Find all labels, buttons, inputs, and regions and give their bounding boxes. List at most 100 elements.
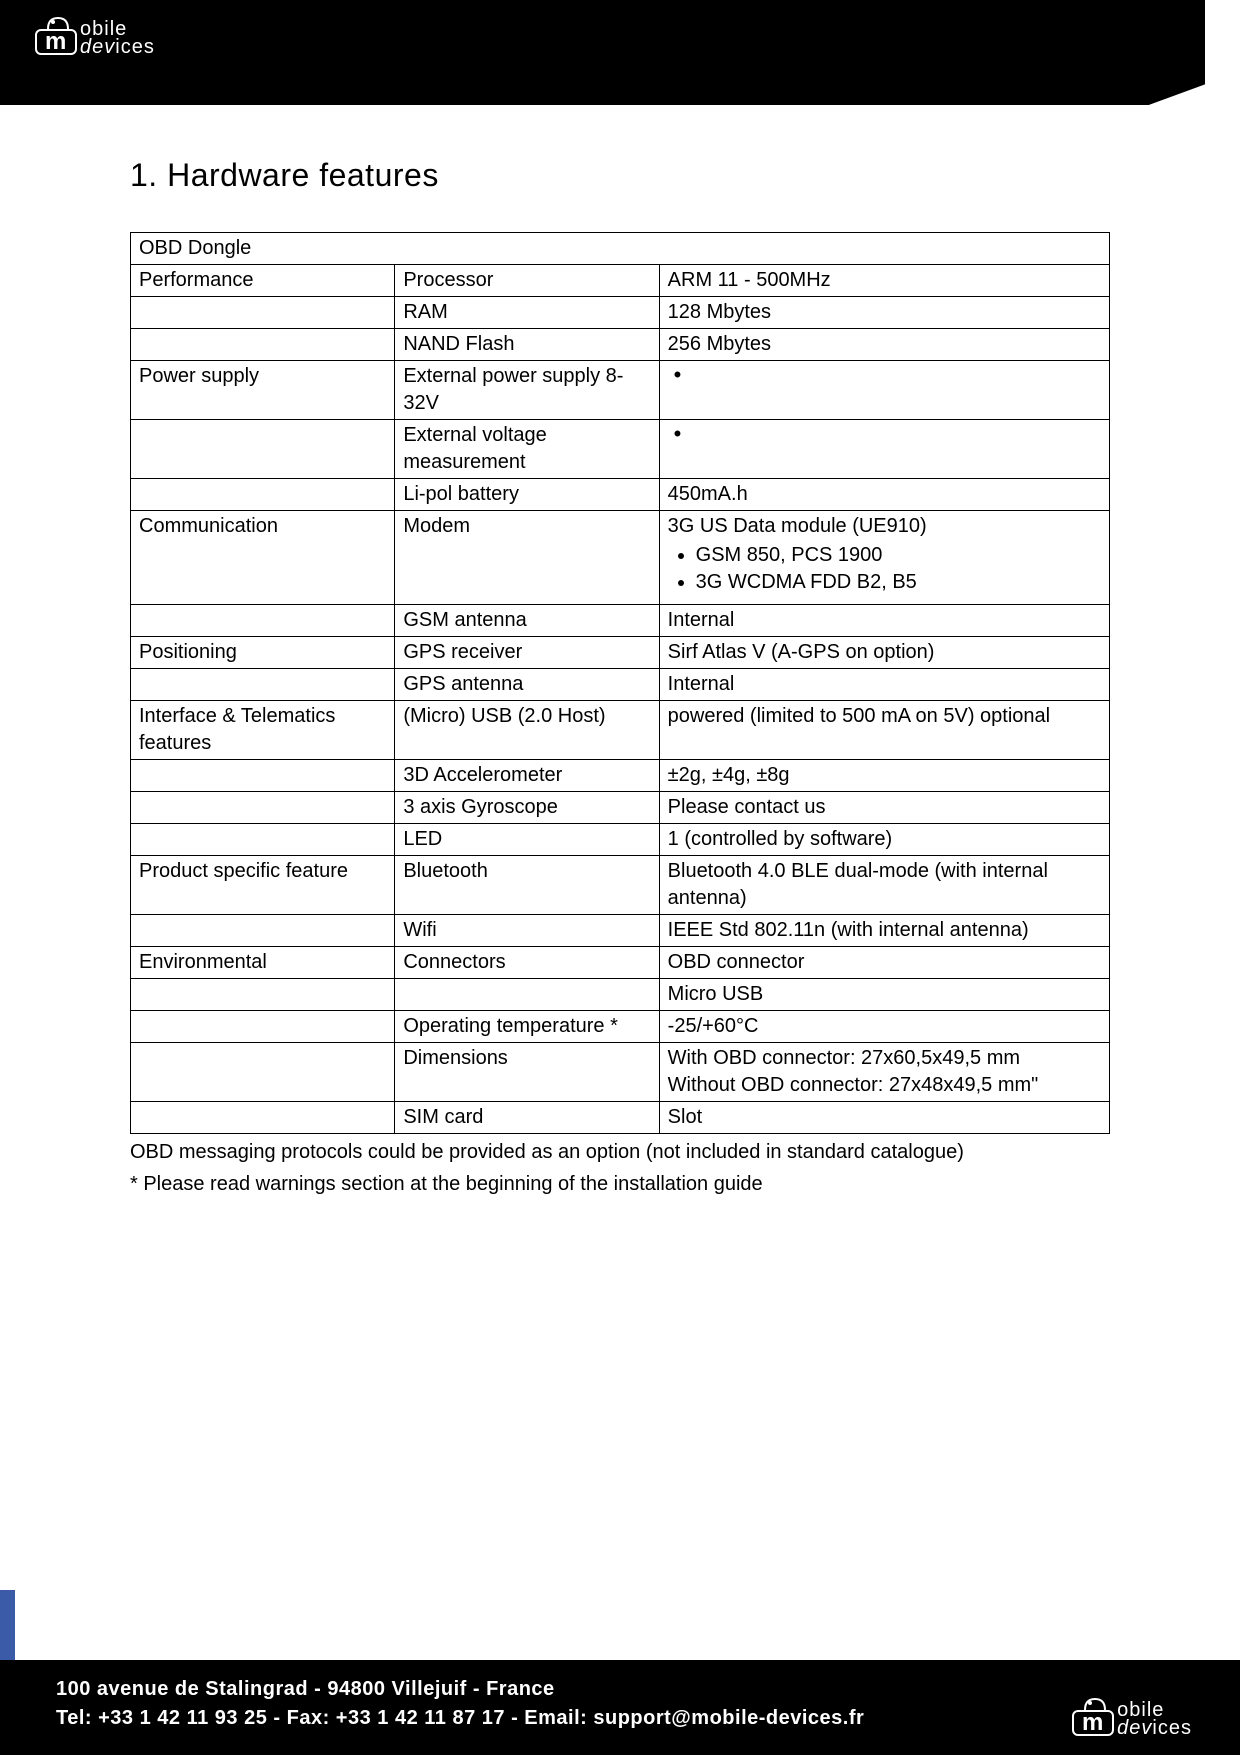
logo-text: obile devices [80, 20, 155, 56]
cell-category: Interface & Telematics features [131, 701, 395, 760]
cell-spec: Wifi [395, 915, 659, 947]
cell-category [131, 979, 395, 1011]
cell-value: • [659, 420, 1109, 479]
table-row: DimensionsWith OBD connector: 27x60,5x49… [131, 1043, 1110, 1102]
cell-spec: (Micro) USB (2.0 Host) [395, 701, 659, 760]
cell-spec: External power supply 8-32V [395, 361, 659, 420]
cell-value: OBD connector [659, 947, 1109, 979]
note-2: * Please read warnings section at the be… [130, 1170, 1110, 1198]
table-row: LED1 (controlled by software) [131, 824, 1110, 856]
cell-spec: GPS antenna [395, 669, 659, 701]
logo-text: obile devices [1117, 1701, 1192, 1737]
footer-side-accent [0, 1590, 15, 1660]
cell-value: 450mA.h [659, 479, 1109, 511]
cell-spec: 3D Accelerometer [395, 760, 659, 792]
spec-table: OBD Dongle PerformanceProcessorARM 11 - … [130, 232, 1110, 1134]
cell-category [131, 420, 395, 479]
logo-bottom: m obile devices [1071, 1693, 1192, 1737]
bullet-icon: • [668, 421, 682, 446]
cell-spec: Dimensions [395, 1043, 659, 1102]
cell-category [131, 297, 395, 329]
section-title: 1. Hardware features [130, 157, 1110, 194]
cell-spec: Bluetooth [395, 856, 659, 915]
page-content: 1. Hardware features OBD Dongle Performa… [0, 105, 1240, 1198]
table-row: GPS antennaInternal [131, 669, 1110, 701]
cell-value: Micro USB [659, 979, 1109, 1011]
table-row: EnvironmentalConnectorsOBD connector [131, 947, 1110, 979]
header-diagonal-cut [1146, 84, 1206, 106]
table-row: 3 axis GyroscopePlease contact us [131, 792, 1110, 824]
note-1: OBD messaging protocols could be provide… [130, 1138, 1110, 1166]
header-corner-cut [1205, 0, 1240, 105]
footer-address: 100 avenue de Stalingrad - 94800 Villeju… [56, 1678, 1240, 1701]
header-bar: m obile devices [0, 0, 1240, 105]
table-row: Interface & Telematics features(Micro) U… [131, 701, 1110, 760]
cell-category: Product specific feature [131, 856, 395, 915]
cell-value: IEEE Std 802.11n (with internal antenna) [659, 915, 1109, 947]
cell-category: Positioning [131, 637, 395, 669]
cell-category [131, 605, 395, 637]
table-row: CommunicationModem3G US Data module (UE9… [131, 511, 1110, 605]
svg-text:m: m [45, 28, 66, 55]
cell-category: Performance [131, 265, 395, 297]
cell-category: Environmental [131, 947, 395, 979]
cell-spec: Operating temperature * [395, 1011, 659, 1043]
table-row: Product specific featureBluetoothBluetoo… [131, 856, 1110, 915]
cell-value: Internal [659, 669, 1109, 701]
cell-value: With OBD connector: 27x60,5x49,5 mmWitho… [659, 1043, 1109, 1102]
cell-category [131, 329, 395, 361]
cell-spec: Li-pol battery [395, 479, 659, 511]
table-row: PerformanceProcessorARM 11 - 500MHz [131, 265, 1110, 297]
table-row: Operating temperature *-25/+60°C [131, 1011, 1110, 1043]
cell-category: Power supply [131, 361, 395, 420]
logo-line2: devices [1117, 1719, 1192, 1737]
table-row: Micro USB [131, 979, 1110, 1011]
cell-value: 256 Mbytes [659, 329, 1109, 361]
table-row: External voltage measurement • [131, 420, 1110, 479]
logo-mark-icon: m [1071, 1693, 1115, 1737]
cell-value: ARM 11 - 500MHz [659, 265, 1109, 297]
cell-value: 1 (controlled by software) [659, 824, 1109, 856]
cell-value: Sirf Atlas V (A-GPS on option) [659, 637, 1109, 669]
table-row: 3D Accelerometer±2g, ±4g, ±8g [131, 760, 1110, 792]
table-row: RAM128 Mbytes [131, 297, 1110, 329]
logo-mark-icon: m [34, 12, 78, 56]
cell-value: Please contact us [659, 792, 1109, 824]
cell-spec: SIM card [395, 1102, 659, 1134]
cell-value: 3G US Data module (UE910)GSM 850, PCS 19… [659, 511, 1109, 605]
table-header-row: OBD Dongle [131, 233, 1110, 265]
cell-category [131, 479, 395, 511]
cell-value: • [659, 361, 1109, 420]
list-item: GSM 850, PCS 1900 [696, 542, 1101, 569]
cell-category [131, 1011, 395, 1043]
bullet-icon: • [668, 362, 682, 387]
table-row: NAND Flash256 Mbytes [131, 329, 1110, 361]
cell-value: Internal [659, 605, 1109, 637]
list-item: 3G WCDMA FDD B2, B5 [696, 569, 1101, 596]
cell-value: Slot [659, 1102, 1109, 1134]
cell-category [131, 792, 395, 824]
cell-spec: External voltage measurement [395, 420, 659, 479]
cell-spec: NAND Flash [395, 329, 659, 361]
cell-spec: 3 axis Gyroscope [395, 792, 659, 824]
cell-category [131, 915, 395, 947]
cell-spec: LED [395, 824, 659, 856]
cell-category [131, 824, 395, 856]
cell-spec [395, 979, 659, 1011]
cell-value: -25/+60°C [659, 1011, 1109, 1043]
cell-value: Bluetooth 4.0 BLE dual-mode (with intern… [659, 856, 1109, 915]
table-row: Power supplyExternal power supply 8-32V • [131, 361, 1110, 420]
table-row: GSM antennaInternal [131, 605, 1110, 637]
cell-category [131, 760, 395, 792]
cell-spec: RAM [395, 297, 659, 329]
table-row: Li-pol battery450mA.h [131, 479, 1110, 511]
cell-spec: Connectors [395, 947, 659, 979]
table-row: PositioningGPS receiverSirf Atlas V (A-G… [131, 637, 1110, 669]
cell-spec: GPS receiver [395, 637, 659, 669]
table-row: SIM cardSlot [131, 1102, 1110, 1134]
modem-list: GSM 850, PCS 19003G WCDMA FDD B2, B5 [668, 542, 1101, 596]
footer-contact: Tel: +33 1 42 11 93 25 - Fax: +33 1 42 1… [56, 1707, 1240, 1730]
cell-category [131, 1102, 395, 1134]
svg-text:m: m [1082, 1709, 1104, 1736]
cell-spec: Modem [395, 511, 659, 605]
